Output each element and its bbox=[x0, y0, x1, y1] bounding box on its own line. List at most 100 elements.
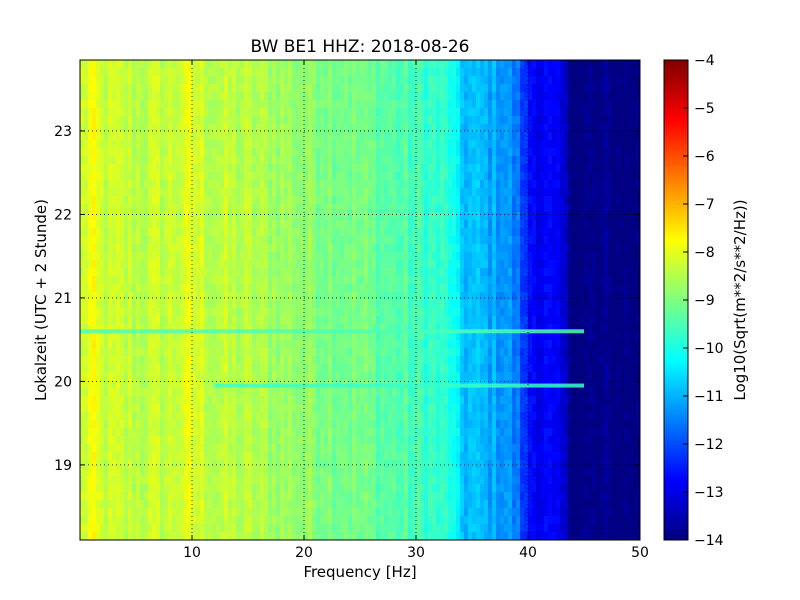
heatmap-cell bbox=[264, 276, 269, 285]
heatmap-cell bbox=[636, 84, 640, 93]
heatmap-cell bbox=[204, 228, 209, 237]
heatmap-cell bbox=[216, 244, 221, 253]
heatmap-cell bbox=[220, 292, 225, 301]
heatmap-cell bbox=[192, 220, 197, 229]
heatmap-cell bbox=[348, 324, 353, 333]
heatmap-cell bbox=[236, 236, 241, 245]
heatmap-cell bbox=[348, 292, 353, 301]
heatmap-cell bbox=[580, 196, 585, 205]
heatmap-cell bbox=[620, 172, 625, 181]
heatmap-cell bbox=[260, 228, 265, 237]
heatmap-cell bbox=[240, 188, 245, 197]
heatmap-cell bbox=[100, 252, 105, 261]
heatmap-cell bbox=[100, 156, 105, 165]
heatmap-cell bbox=[116, 324, 121, 333]
heatmap-cell bbox=[628, 252, 633, 261]
heatmap-cell bbox=[484, 108, 489, 117]
heatmap-cell bbox=[232, 164, 237, 173]
heatmap-cell bbox=[500, 148, 505, 157]
heatmap-cell bbox=[168, 100, 173, 109]
heatmap-cell bbox=[324, 308, 329, 317]
heatmap-cell bbox=[184, 316, 189, 325]
heatmap-cell bbox=[192, 276, 197, 285]
heatmap-cell bbox=[488, 236, 493, 245]
heatmap-cell bbox=[284, 188, 289, 197]
heatmap-cell bbox=[564, 276, 569, 285]
heatmap-cell bbox=[604, 220, 609, 229]
heatmap-cell bbox=[468, 228, 473, 237]
heatmap-cell bbox=[376, 156, 381, 165]
heatmap-cell bbox=[284, 316, 289, 325]
heatmap-cell bbox=[216, 324, 221, 333]
heatmap-cell bbox=[508, 76, 513, 85]
heatmap-cell bbox=[324, 164, 329, 173]
heatmap-cell bbox=[340, 76, 345, 85]
heatmap-cell bbox=[580, 76, 585, 85]
heatmap-cell bbox=[208, 76, 213, 85]
heatmap-cell bbox=[500, 220, 505, 229]
heatmap-cell bbox=[524, 236, 529, 245]
heatmap-cell bbox=[292, 268, 297, 277]
heatmap-cell bbox=[144, 148, 149, 157]
heatmap-cell bbox=[100, 164, 105, 173]
heatmap-cell bbox=[96, 132, 101, 141]
heatmap-cell bbox=[464, 244, 469, 253]
heatmap-cell bbox=[532, 332, 537, 341]
heatmap-cell bbox=[112, 148, 117, 157]
heatmap-cell bbox=[600, 252, 605, 261]
heatmap-cell bbox=[568, 132, 573, 141]
heatmap-cell bbox=[476, 308, 481, 317]
heatmap-cell bbox=[516, 108, 521, 117]
heatmap-cell bbox=[164, 324, 169, 333]
heatmap-cell bbox=[168, 140, 173, 149]
heatmap-cell bbox=[488, 196, 493, 205]
heatmap-cell bbox=[220, 148, 225, 157]
heatmap-cell bbox=[260, 124, 265, 133]
heatmap-cell bbox=[612, 180, 617, 189]
heatmap-cell bbox=[88, 212, 93, 221]
heatmap-cell bbox=[460, 140, 465, 149]
heatmap-cell bbox=[160, 148, 165, 157]
heatmap-cell bbox=[120, 116, 125, 125]
heatmap-cell bbox=[192, 204, 197, 213]
heatmap-cell bbox=[100, 316, 105, 325]
heatmap-cell bbox=[548, 236, 553, 245]
heatmap-cell bbox=[120, 212, 125, 221]
heatmap-cell bbox=[192, 324, 197, 333]
heatmap-cell bbox=[500, 68, 505, 77]
heatmap-cell bbox=[92, 260, 97, 269]
heatmap-cell bbox=[424, 108, 429, 117]
heatmap-cell bbox=[232, 60, 237, 69]
heatmap-cell bbox=[384, 132, 389, 141]
heatmap-cell bbox=[144, 228, 149, 237]
heatmap-cell bbox=[200, 228, 205, 237]
heatmap-cell bbox=[484, 252, 489, 261]
heatmap-cell bbox=[488, 308, 493, 317]
heatmap-cell bbox=[112, 220, 117, 229]
heatmap-cell bbox=[180, 236, 185, 245]
heatmap-cell bbox=[116, 268, 121, 277]
heatmap-cell bbox=[216, 292, 221, 301]
heatmap-cell bbox=[368, 148, 373, 157]
heatmap-cell bbox=[464, 196, 469, 205]
heatmap-cell bbox=[260, 156, 265, 165]
heatmap-cell bbox=[424, 148, 429, 157]
heatmap-cell bbox=[240, 228, 245, 237]
heatmap-cell bbox=[156, 268, 161, 277]
heatmap-cell bbox=[168, 252, 173, 261]
heatmap-cell bbox=[320, 284, 325, 293]
heatmap-cell bbox=[528, 132, 533, 141]
heatmap-cell bbox=[248, 84, 253, 93]
heatmap-cell bbox=[424, 220, 429, 229]
heatmap-cell bbox=[184, 188, 189, 197]
heatmap-cell bbox=[488, 292, 493, 301]
heatmap-cell bbox=[152, 116, 157, 125]
heatmap-cell bbox=[268, 148, 273, 157]
heatmap-cell bbox=[316, 60, 321, 69]
heatmap-cell bbox=[176, 212, 181, 221]
heatmap-cell bbox=[532, 252, 537, 261]
heatmap-cell bbox=[608, 332, 613, 341]
heatmap-cell bbox=[220, 260, 225, 269]
heatmap-cell bbox=[596, 76, 601, 85]
heatmap-cell bbox=[260, 60, 265, 69]
